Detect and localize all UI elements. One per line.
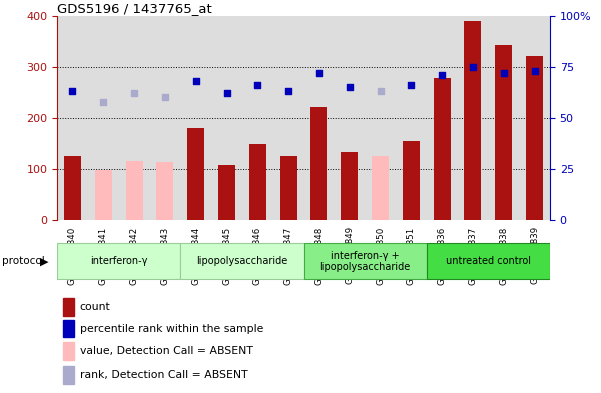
FancyBboxPatch shape — [304, 243, 427, 279]
Text: lipopolysaccharide: lipopolysaccharide — [197, 256, 287, 266]
Point — [160, 94, 169, 101]
Point — [68, 88, 78, 94]
Bar — [126, 161, 142, 220]
Bar — [249, 145, 266, 220]
Point — [345, 84, 355, 90]
Text: ▶: ▶ — [40, 256, 49, 266]
Bar — [526, 55, 543, 220]
Bar — [427, 16, 457, 220]
Bar — [334, 16, 365, 220]
Text: GDS5196 / 1437765_at: GDS5196 / 1437765_at — [57, 2, 212, 15]
Bar — [150, 16, 180, 220]
Text: count: count — [79, 302, 110, 312]
Point — [438, 72, 447, 78]
Bar — [519, 16, 550, 220]
Bar — [489, 16, 519, 220]
Point — [468, 64, 478, 70]
Bar — [365, 16, 396, 220]
Bar — [63, 320, 74, 337]
Text: interferon-γ: interferon-γ — [90, 256, 147, 266]
Bar — [434, 78, 451, 220]
Text: protocol: protocol — [2, 256, 44, 266]
Point — [376, 88, 385, 94]
Point — [191, 78, 201, 84]
Bar — [64, 156, 81, 220]
Point — [222, 90, 231, 97]
Bar — [242, 16, 273, 220]
Point — [499, 70, 508, 76]
Text: value, Detection Call = ABSENT: value, Detection Call = ABSENT — [79, 346, 252, 356]
Bar — [311, 107, 328, 220]
Bar — [63, 342, 74, 360]
Point — [314, 70, 324, 76]
Bar — [372, 156, 389, 220]
Bar — [188, 128, 204, 220]
Bar — [341, 152, 358, 220]
Text: rank, Detection Call = ABSENT: rank, Detection Call = ABSENT — [79, 370, 247, 380]
Point — [406, 82, 416, 88]
Bar — [211, 16, 242, 220]
Bar — [457, 16, 489, 220]
Text: untreated control: untreated control — [446, 256, 531, 266]
Point — [252, 82, 262, 88]
Bar — [279, 156, 296, 220]
Bar — [88, 16, 119, 220]
FancyBboxPatch shape — [180, 243, 304, 279]
FancyBboxPatch shape — [57, 243, 180, 279]
Bar — [57, 16, 88, 220]
Bar — [180, 16, 211, 220]
Bar — [465, 21, 481, 220]
Bar — [63, 366, 74, 384]
Point — [99, 98, 108, 105]
Text: percentile rank within the sample: percentile rank within the sample — [79, 323, 263, 334]
FancyBboxPatch shape — [427, 243, 550, 279]
Bar — [156, 162, 173, 220]
Text: interferon-γ +
lipopolysaccharide: interferon-γ + lipopolysaccharide — [320, 251, 410, 272]
Bar — [304, 16, 334, 220]
Bar — [495, 45, 512, 220]
Point — [529, 68, 539, 74]
Bar — [403, 141, 419, 220]
Bar — [396, 16, 427, 220]
Point — [129, 90, 139, 97]
Bar — [273, 16, 304, 220]
Bar — [119, 16, 150, 220]
Point — [283, 88, 293, 94]
Bar — [95, 170, 112, 220]
Bar — [63, 298, 74, 316]
Bar — [218, 165, 235, 220]
